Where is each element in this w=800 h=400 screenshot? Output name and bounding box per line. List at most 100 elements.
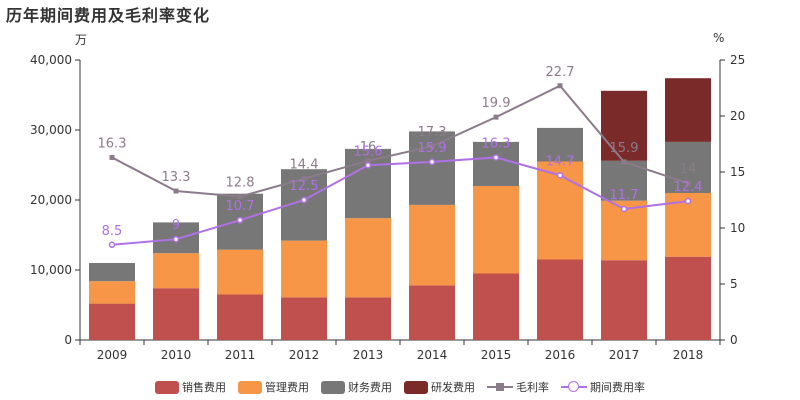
circle-marker-icon: [568, 381, 579, 392]
data-label-period: 11.7: [610, 188, 639, 203]
point-gross: [685, 180, 691, 186]
point-gross: [109, 154, 115, 160]
data-label-period: 15.9: [418, 141, 447, 156]
bar-sales: [89, 303, 135, 340]
bar-sales: [473, 273, 519, 340]
point-period: [364, 162, 372, 169]
left-axis-unit: 万: [75, 33, 88, 47]
point-period: [556, 172, 564, 179]
data-label-gross: 16: [360, 140, 377, 155]
legend-swatch-sales: [155, 380, 179, 394]
x-tick-label: 2015: [481, 348, 512, 362]
data-label-gross: 15.9: [610, 141, 639, 156]
x-tick-label: 2010: [161, 348, 192, 362]
right-tick-label: 5: [730, 277, 738, 291]
legend-label-period: 期间费用率: [590, 381, 645, 394]
bar-sales: [345, 297, 391, 340]
right-tick-label: 25: [730, 53, 745, 67]
bar-admin: [153, 253, 199, 289]
data-label-period: 12.4: [674, 180, 703, 195]
point-period: [172, 235, 180, 243]
right-tick-label: 10: [730, 221, 745, 235]
left-tick-label: 0: [64, 333, 72, 347]
data-label-period: 12.5: [290, 179, 319, 194]
line-period: [111, 156, 689, 246]
right-tick-label: 15: [730, 165, 745, 179]
legend-item-sales[interactable]: 销售费用: [155, 379, 226, 395]
data-label-gross: 12.8: [226, 176, 255, 191]
legend-label-rd: 研发费用: [431, 381, 475, 394]
bar-admin: [281, 240, 327, 298]
legend-item-finance[interactable]: 财务费用: [321, 379, 392, 395]
data-label-period: 16.3: [482, 136, 511, 151]
point-gross: [365, 158, 371, 164]
bar-rd: [601, 90, 647, 161]
legend-label-gross: 毛利率: [516, 381, 549, 394]
point-gross: [301, 176, 307, 182]
data-label-gross: 19.9: [482, 96, 511, 111]
bar-sales: [665, 256, 711, 340]
data-label-gross: 17.3: [418, 125, 447, 140]
legend-swatch-admin: [238, 380, 262, 394]
right-tick-label: 20: [730, 109, 745, 123]
bar-admin: [345, 218, 391, 298]
legend-item-gross[interactable]: 毛利率: [487, 379, 549, 395]
x-tick-label: 2009: [97, 348, 128, 362]
x-tick-label: 2013: [353, 348, 384, 362]
legend-item-admin[interactable]: 管理费用: [238, 379, 309, 395]
right-axis-unit: %: [713, 31, 725, 45]
data-label-period: 15.6: [354, 144, 383, 159]
left-tick-label: 10,000: [30, 263, 72, 277]
legend-label-admin: 管理费用: [265, 381, 309, 394]
left-tick-label: 40,000: [30, 53, 72, 67]
bar-finance: [409, 131, 455, 205]
legend-swatch-finance: [321, 380, 345, 394]
legend-item-rd[interactable]: 研发费用: [404, 379, 475, 395]
point-gross: [621, 159, 627, 165]
data-label-period: 9: [172, 218, 180, 233]
point-gross: [237, 194, 243, 200]
data-label-period: 10.7: [226, 199, 255, 214]
bar-sales: [537, 259, 583, 340]
legend-line-period: [561, 380, 587, 394]
chart-title: 历年期间费用及毛利率变化: [6, 6, 211, 25]
bar-sales: [217, 294, 263, 340]
data-label-gross: 22.7: [546, 65, 575, 80]
bar-finance: [537, 127, 583, 162]
point-period: [428, 158, 436, 166]
legend-line-gross: [487, 380, 513, 394]
x-tick-label: 2014: [417, 348, 448, 362]
point-period: [236, 216, 244, 224]
data-label-period: 14.7: [546, 154, 575, 169]
point-period: [620, 205, 628, 213]
x-tick-label: 2016: [545, 348, 576, 362]
bar-rd: [665, 78, 711, 142]
line-gross: [111, 84, 689, 198]
bar-finance: [89, 263, 135, 282]
left-tick-label: 20,000: [30, 193, 72, 207]
x-tick-label: 2017: [609, 348, 640, 362]
left-tick-label: 30,000: [30, 123, 72, 137]
point-gross: [173, 188, 179, 194]
x-tick-label: 2018: [673, 348, 704, 362]
point-period: [684, 197, 692, 205]
data-label-gross: 16.3: [98, 136, 127, 151]
legend-item-period[interactable]: 期间费用率: [561, 379, 645, 395]
legend: 销售费用 管理费用 财务费用 研发费用 毛利率 期间费用率: [0, 376, 800, 398]
bar-sales: [409, 285, 455, 340]
point-period: [492, 154, 500, 161]
legend-label-sales: 销售费用: [182, 381, 226, 394]
point-gross: [493, 114, 499, 120]
legend-swatch-rd: [404, 380, 428, 394]
bar-admin: [473, 186, 519, 274]
bar-sales: [153, 288, 199, 340]
x-tick-label: 2011: [225, 348, 256, 362]
point-period: [108, 241, 116, 249]
square-marker-icon: [496, 383, 504, 391]
data-label-gross: 14.4: [290, 158, 319, 173]
data-label-gross: 13.3: [162, 170, 191, 185]
bar-admin: [409, 204, 455, 286]
bar-sales: [601, 260, 647, 340]
right-tick-label: 0: [730, 333, 738, 347]
